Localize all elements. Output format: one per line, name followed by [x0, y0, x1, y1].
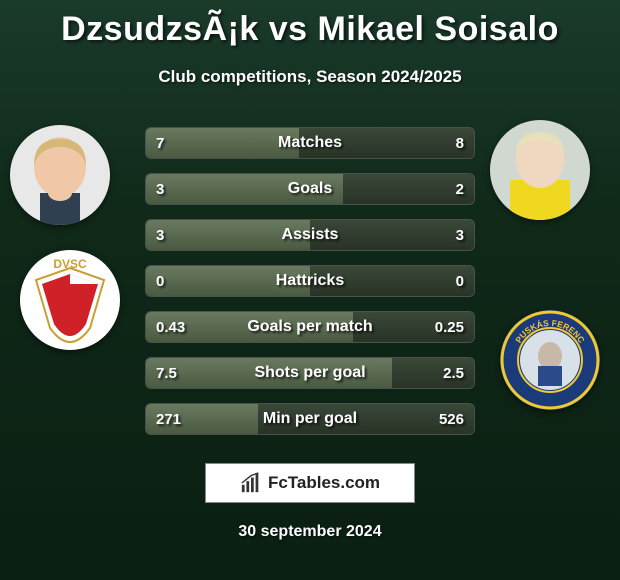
stat-label: Assists — [146, 220, 474, 250]
player-right-photo — [490, 120, 590, 220]
stat-row: 33Assists — [145, 219, 475, 251]
stat-label: Min per goal — [146, 404, 474, 434]
club-right-badge: PUSKÁS FERENC — [500, 310, 600, 410]
stat-label: Shots per goal — [146, 358, 474, 388]
stat-label: Goals per match — [146, 312, 474, 342]
stats-container: 78Matches 32Goals 33Assists 00Hattricks 0.43… — [145, 127, 475, 435]
stat-row: 7.52.5Shots per goal — [145, 357, 475, 389]
stat-row: 00Hattricks — [145, 265, 475, 297]
club-left-badge: DVSC — [20, 250, 120, 350]
comparison-subtitle: Club competitions, Season 2024/2025 — [0, 67, 620, 87]
footer-brand-logo: FcTables.com — [205, 463, 415, 503]
chart-icon — [240, 472, 262, 494]
stat-row: 271526Min per goal — [145, 403, 475, 435]
stat-row: 32Goals — [145, 173, 475, 205]
comparison-title: DzsudzsÃ¡k vs Mikael Soisalo — [0, 0, 620, 49]
svg-text:DVSC: DVSC — [53, 257, 87, 271]
footer-brand-text: FcTables.com — [268, 473, 380, 493]
club-right-badge-icon: PUSKÁS FERENC — [500, 310, 600, 410]
club-left-badge-icon: DVSC — [20, 250, 120, 350]
player-right-avatar-icon — [490, 120, 590, 220]
stat-row: 78Matches — [145, 127, 475, 159]
player-left-photo — [10, 125, 110, 225]
stat-label: Matches — [146, 128, 474, 158]
stat-row: 0.430.25Goals per match — [145, 311, 475, 343]
stat-label: Goals — [146, 174, 474, 204]
player-left-avatar-icon — [10, 125, 110, 225]
stat-label: Hattricks — [146, 266, 474, 296]
comparison-date: 30 september 2024 — [0, 523, 620, 541]
